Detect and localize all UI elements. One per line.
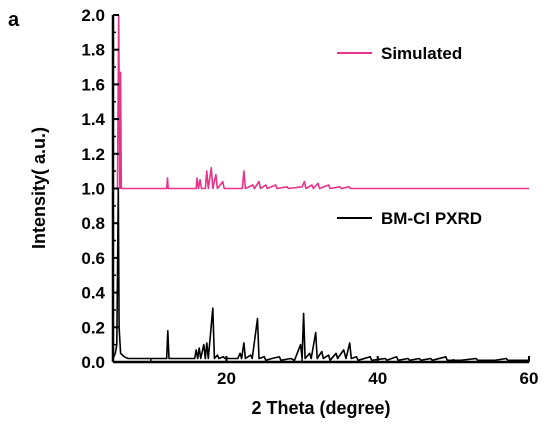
y-tick-label: 0.8 (81, 214, 105, 233)
series-layer (113, 15, 529, 360)
y-tick-label: 1.2 (81, 145, 105, 164)
x-tick-label: 60 (520, 369, 539, 388)
y-tick-label: 1.8 (81, 41, 105, 60)
x-axis-title: 2 Theta (degree) (251, 398, 390, 418)
tick-labels: 0.0 0.2 0.4 0.6 0.8 1.0 1.2 1.4 1.6 1.8 2.0 20 40 60 (81, 6, 538, 388)
y-axis-title: Intensity( a.u.) (29, 127, 49, 249)
y-tick-label: 1.0 (81, 180, 105, 199)
x-tick-label: 20 (217, 369, 236, 388)
x-tick-label: 40 (368, 369, 387, 388)
y-tick-label: 1.4 (81, 110, 105, 129)
legend-simulated-label: Simulated (381, 44, 462, 63)
legend-pxrd-label: BM-Cl PXRD (381, 209, 482, 228)
y-tick-label: 0.0 (81, 353, 105, 372)
legend: Simulated BM-Cl PXRD (337, 44, 482, 228)
series-simulated-line (113, 15, 529, 189)
panel-label: a (8, 9, 20, 31)
y-tick-label: 1.6 (81, 75, 105, 94)
y-tick-label: 0.6 (81, 249, 105, 268)
y-tick-label: 2.0 (81, 6, 105, 25)
y-tick-label: 0.4 (81, 284, 105, 303)
y-tick-label: 0.2 (81, 318, 105, 337)
